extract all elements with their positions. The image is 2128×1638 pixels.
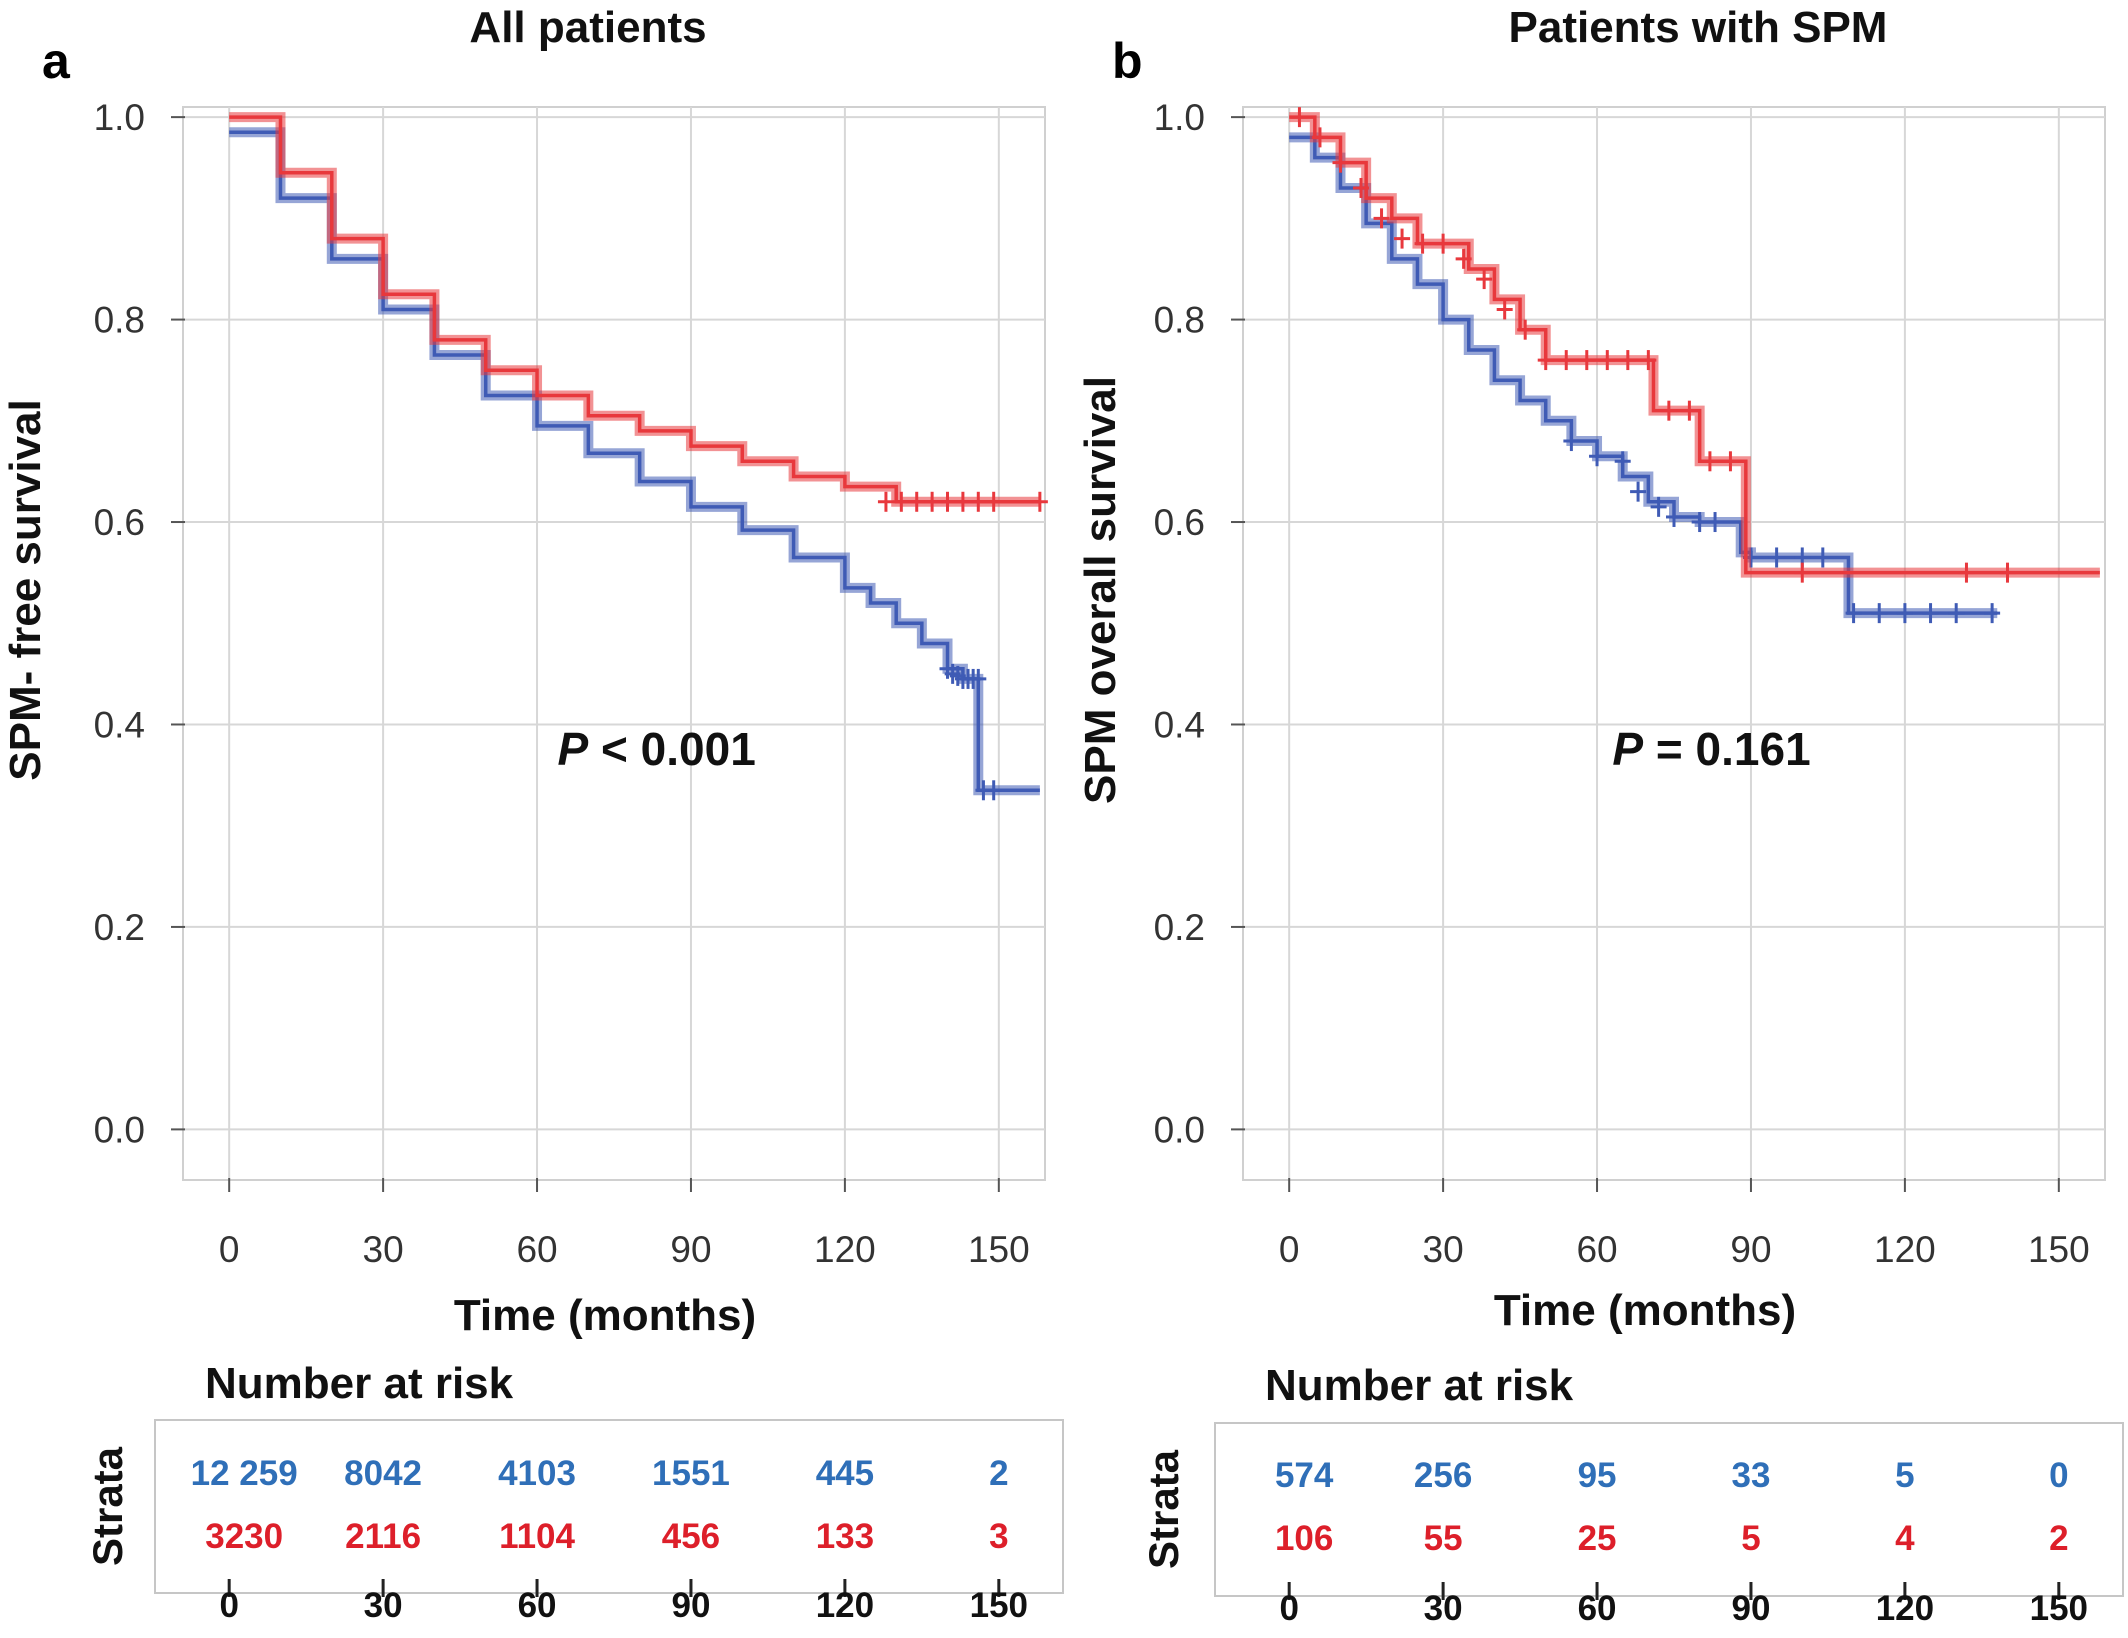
risk-table-frame bbox=[1214, 1422, 2124, 1597]
panel-label: b bbox=[1112, 33, 1143, 89]
risk-time-label: 60 bbox=[518, 1586, 557, 1625]
y-tick-label: 0.0 bbox=[1154, 1109, 1205, 1150]
y-tick-label: 0.0 bbox=[94, 1109, 145, 1150]
chart-title: All patients bbox=[469, 3, 706, 52]
risk-table-strata-label: Strata bbox=[84, 1446, 131, 1566]
chart-title: Patients with SPM bbox=[1509, 3, 1888, 52]
risk-value: 2 bbox=[2049, 1519, 2068, 1558]
risk-value: 133 bbox=[816, 1517, 874, 1556]
risk-value: 3230 bbox=[205, 1517, 283, 1556]
y-tick-label: 0.4 bbox=[1154, 704, 1205, 745]
series-blue bbox=[1289, 132, 2001, 624]
risk-table-frame bbox=[154, 1419, 1064, 1594]
plot-frame bbox=[1242, 106, 2106, 1181]
risk-time-label: 30 bbox=[364, 1586, 403, 1625]
risk-time-label: 90 bbox=[671, 1586, 710, 1625]
risk-table-title: Number at risk bbox=[1265, 1361, 1574, 1410]
x-tick-label: 30 bbox=[1423, 1229, 1464, 1270]
y-axis-label: SPM overall survival bbox=[1076, 376, 1125, 804]
risk-value: 574 bbox=[1275, 1456, 1334, 1495]
risk-table: Number at risk Strata 574 256 95 33 5 0 106 55 25 5… bbox=[1140, 1361, 2124, 1628]
risk-value: 33 bbox=[1731, 1456, 1770, 1495]
p-value-text: = 0.161 bbox=[1643, 723, 1811, 775]
plot-frame bbox=[182, 106, 1046, 1181]
x-tick-label: 60 bbox=[1576, 1229, 1617, 1270]
x-tick-label: 0 bbox=[219, 1229, 240, 1270]
risk-time-label: 0 bbox=[1279, 1589, 1298, 1628]
risk-time-label: 90 bbox=[1731, 1589, 1770, 1628]
risk-time-label: 150 bbox=[970, 1586, 1028, 1625]
p-value-annotation: P = 0.161 bbox=[1612, 723, 1810, 775]
x-tick-label: 150 bbox=[968, 1229, 1030, 1270]
risk-value: 8042 bbox=[344, 1454, 422, 1493]
risk-time-label: 120 bbox=[1876, 1589, 1934, 1628]
risk-value: 1104 bbox=[499, 1517, 575, 1556]
y-tick-label: 0.6 bbox=[1154, 502, 1205, 543]
x-tick-label: 120 bbox=[1874, 1229, 1936, 1270]
panel-b: 0.0 0.2 0.4 0.6 0.8 1.0 0 30 60 90 120 150 b Patients… bbox=[1076, 3, 2124, 1628]
y-tick-label: 0.6 bbox=[94, 502, 145, 543]
x-axis-label: Time (months) bbox=[1494, 1286, 1796, 1335]
y-tick-label: 0.8 bbox=[94, 300, 145, 341]
risk-time-label: 150 bbox=[2030, 1589, 2088, 1628]
x-tick-label: 150 bbox=[2028, 1229, 2090, 1270]
risk-value: 25 bbox=[1578, 1519, 1617, 1558]
x-tick-label: 90 bbox=[1730, 1229, 1771, 1270]
y-tick-label: 1.0 bbox=[1154, 97, 1205, 138]
x-tick-label: 90 bbox=[670, 1229, 711, 1270]
y-tick-label: 0.2 bbox=[94, 907, 145, 948]
y-tick-label: 0.2 bbox=[1154, 907, 1205, 948]
x-tick-label: 0 bbox=[1279, 1229, 1300, 1270]
risk-table-strata-label: Strata bbox=[1140, 1449, 1187, 1569]
risk-value: 256 bbox=[1414, 1456, 1472, 1495]
series-red bbox=[1289, 107, 2100, 583]
series-blue bbox=[229, 127, 1040, 801]
risk-time-label: 0 bbox=[219, 1586, 238, 1625]
x-tick-label: 60 bbox=[516, 1229, 557, 1270]
risk-value: 445 bbox=[816, 1454, 874, 1493]
risk-value: 0 bbox=[2049, 1456, 2068, 1495]
p-value-symbol: P bbox=[558, 723, 589, 775]
risk-value: 4103 bbox=[498, 1454, 576, 1493]
risk-value: 4 bbox=[1895, 1519, 1915, 1558]
risk-time-label: 120 bbox=[816, 1586, 874, 1625]
risk-time-label: 30 bbox=[1424, 1589, 1463, 1628]
survival-curve-band-red bbox=[229, 112, 1040, 507]
risk-value: 55 bbox=[1424, 1519, 1463, 1558]
risk-value: 95 bbox=[1578, 1456, 1617, 1495]
panel-label: a bbox=[42, 33, 71, 89]
risk-value: 2116 bbox=[345, 1517, 421, 1556]
risk-table: Number at risk Strata 12 259 8042 4103 1551 44… bbox=[84, 1359, 1064, 1625]
y-tick-label: 0.4 bbox=[94, 704, 145, 745]
p-value-text: < 0.001 bbox=[588, 723, 756, 775]
risk-value: 12 259 bbox=[191, 1454, 298, 1493]
y-axis-label: SPM- free survival bbox=[1, 399, 50, 781]
risk-value: 1551 bbox=[652, 1454, 730, 1493]
risk-value: 3 bbox=[989, 1517, 1008, 1556]
y-tick-label: 1.0 bbox=[94, 97, 145, 138]
risk-value: 5 bbox=[1741, 1519, 1760, 1558]
risk-time-label: 60 bbox=[1578, 1589, 1617, 1628]
risk-value: 456 bbox=[662, 1517, 720, 1556]
x-tick-label: 30 bbox=[363, 1229, 404, 1270]
p-value-annotation: P < 0.001 bbox=[558, 723, 756, 775]
y-tick-label: 0.8 bbox=[1154, 300, 1205, 341]
risk-value: 106 bbox=[1275, 1519, 1333, 1558]
series-red bbox=[229, 112, 1048, 512]
risk-table-title: Number at risk bbox=[205, 1359, 514, 1408]
x-axis-label: Time (months) bbox=[454, 1291, 756, 1340]
risk-value: 2 bbox=[989, 1454, 1008, 1493]
x-tick-label: 120 bbox=[814, 1229, 876, 1270]
risk-value: 5 bbox=[1895, 1456, 1914, 1495]
p-value-symbol: P bbox=[1612, 723, 1643, 775]
survival-curve-band-red bbox=[1289, 112, 2100, 578]
